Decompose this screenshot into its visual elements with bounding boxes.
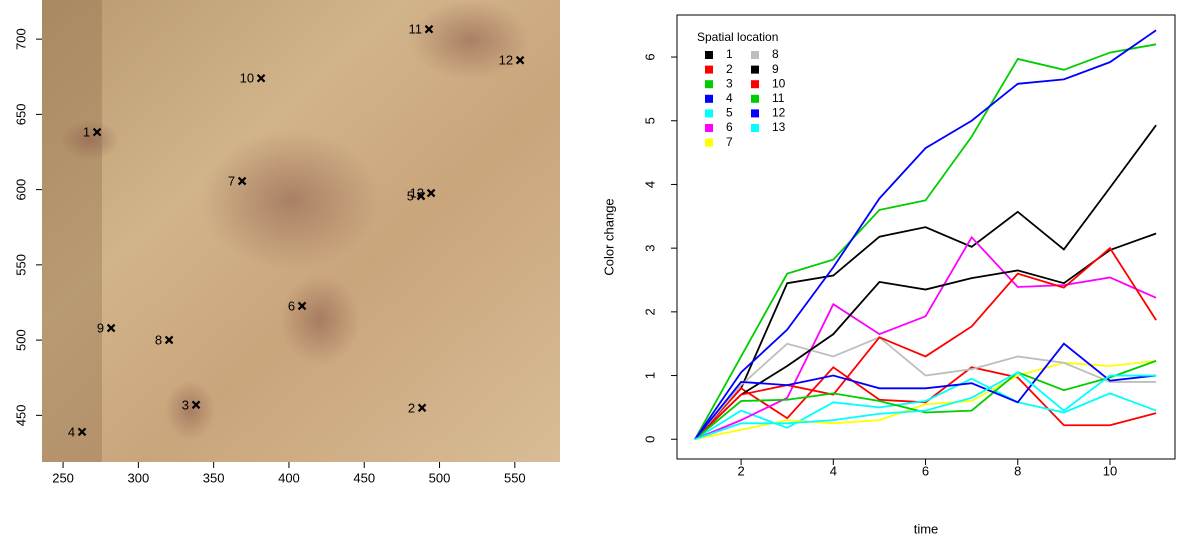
point-label: 3 (182, 397, 189, 412)
legend-label: 9 (772, 62, 779, 76)
legend-label: 11 (772, 91, 785, 105)
legend-swatch (751, 124, 759, 132)
legend-swatch (705, 138, 713, 147)
x-tick-label: 10 (1103, 463, 1117, 478)
legend-swatch (705, 65, 713, 74)
point-label: 10 (240, 71, 254, 86)
x-tick-label: 550 (504, 470, 526, 485)
point-label: 2 (408, 400, 415, 415)
legend-swatch (751, 80, 759, 89)
point-marker (237, 176, 247, 186)
x-tick-label: 2 (737, 463, 744, 478)
y-tick-label: 500 (13, 329, 28, 351)
point-label: 7 (228, 173, 235, 188)
y-tick-label: 2 (642, 308, 657, 315)
point-label: 12 (499, 53, 513, 68)
series-line (694, 43, 1157, 440)
series-line (694, 124, 1157, 440)
x-axis-label: time (914, 521, 939, 536)
series-line (694, 232, 1157, 440)
legend-label: 3 (726, 76, 733, 90)
legend-label: 12 (772, 106, 786, 120)
legend-swatch (751, 109, 759, 118)
y-tick-label: 4 (642, 181, 657, 188)
series-line (694, 342, 1157, 440)
x-tick-label: 450 (353, 470, 375, 485)
series-line (694, 366, 1157, 440)
x-tick-label: 6 (922, 463, 929, 478)
rock-image (42, 0, 560, 462)
y-tick-label: 600 (13, 179, 28, 201)
y-tick-label: 0 (642, 436, 657, 443)
point-label: 9 (97, 321, 104, 336)
point-marker (424, 24, 434, 34)
series-line (694, 235, 1157, 441)
point-label: 8 (155, 332, 162, 347)
legend-label: 7 (726, 135, 733, 149)
legend-swatch (705, 94, 713, 103)
legend-label: 4 (726, 91, 733, 105)
point-label: 11 (408, 22, 422, 37)
point-marker (515, 55, 525, 65)
legend-label: 1 (726, 47, 733, 61)
legend-swatch (705, 80, 713, 89)
legend-swatch (705, 124, 713, 132)
legend-label: 8 (772, 47, 779, 61)
legend-title: Spatial location (697, 30, 778, 44)
point-label: 13 (410, 186, 424, 201)
point-marker (426, 188, 436, 198)
legend-label: 13 (772, 120, 786, 134)
point-marker (191, 400, 201, 410)
y-tick-label: 550 (13, 254, 28, 276)
point-label: 4 (68, 424, 75, 439)
legend-label: 2 (726, 62, 733, 76)
point-marker (92, 127, 102, 137)
point-marker (416, 191, 426, 201)
point-marker (417, 403, 427, 413)
x-tick-label: 400 (278, 470, 300, 485)
point-marker (77, 427, 87, 437)
x-tick-label: 350 (203, 470, 225, 485)
y-tick-label: 3 (642, 245, 657, 252)
legend-label: 6 (726, 120, 733, 134)
legend-label: 5 (726, 106, 733, 120)
point-marker (256, 73, 266, 83)
legend-swatch (751, 94, 759, 103)
series-line (694, 29, 1157, 440)
series-line (694, 377, 1157, 441)
legend-swatch (705, 109, 713, 118)
y-tick-label: 6 (642, 53, 657, 60)
point-marker (106, 323, 116, 333)
y-tick-label: 450 (13, 404, 28, 426)
point-marker (297, 301, 307, 311)
series-line (694, 336, 1157, 440)
y-tick-label: 5 (642, 117, 657, 124)
series-line (694, 246, 1157, 440)
point-label: 6 (288, 298, 295, 313)
point-label: 1 (83, 125, 90, 140)
y-tick-label: 650 (13, 104, 28, 126)
legend-label: 10 (772, 76, 786, 90)
point-marker (164, 335, 174, 345)
legend-swatch (751, 65, 759, 74)
x-tick-label: 300 (128, 470, 150, 485)
series-line (694, 371, 1157, 441)
y-tick-label: 1 (642, 372, 657, 379)
point-label: 5 (407, 189, 414, 204)
series-line (694, 360, 1157, 440)
legend-swatch (705, 51, 713, 59)
y-tick-label: 700 (13, 28, 28, 50)
y-axis-label: Color change (601, 198, 616, 275)
x-tick-label: 4 (830, 463, 837, 478)
x-tick-label: 8 (1014, 463, 1021, 478)
legend-swatch (751, 51, 759, 59)
x-tick-label: 500 (429, 470, 451, 485)
x-tick-label: 250 (52, 470, 74, 485)
